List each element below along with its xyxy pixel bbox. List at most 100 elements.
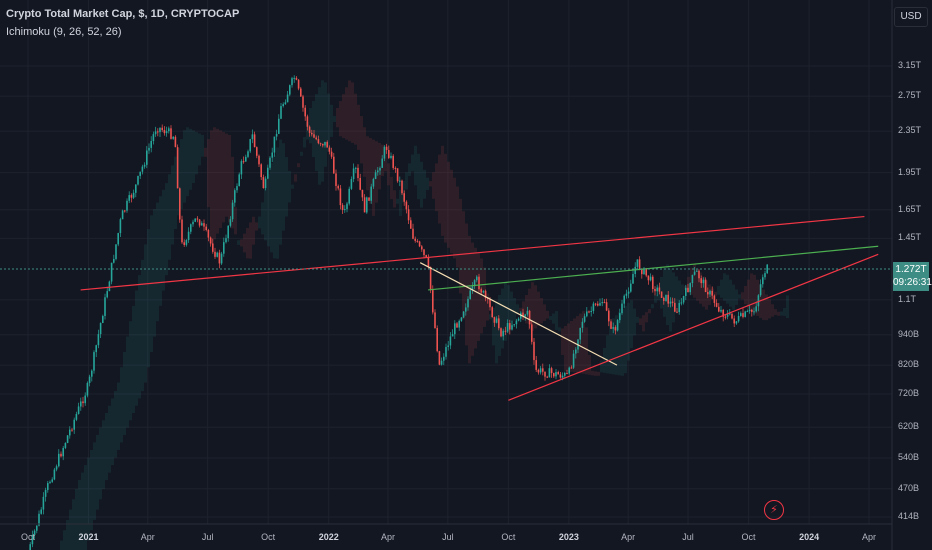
cloud-segment bbox=[66, 519, 69, 550]
candle bbox=[748, 309, 751, 312]
candle bbox=[86, 382, 89, 396]
candle bbox=[143, 164, 146, 167]
candle bbox=[357, 167, 359, 179]
candle bbox=[515, 320, 518, 325]
candle bbox=[161, 127, 163, 131]
cloud-segment bbox=[294, 174, 297, 182]
candle bbox=[443, 356, 445, 361]
candle bbox=[718, 306, 720, 312]
cloud-segment bbox=[75, 488, 78, 550]
candle bbox=[759, 284, 762, 296]
cloud-segment bbox=[627, 302, 630, 361]
candle bbox=[498, 318, 500, 329]
candle bbox=[198, 219, 201, 226]
candle bbox=[80, 401, 82, 407]
cloud-segment bbox=[675, 276, 678, 314]
candle bbox=[594, 303, 597, 305]
cloud-segment bbox=[258, 216, 261, 229]
cloud-segment bbox=[513, 297, 516, 321]
cloud-segment bbox=[705, 280, 708, 310]
candle bbox=[550, 368, 553, 374]
candle bbox=[271, 152, 273, 158]
candle bbox=[581, 321, 584, 328]
candle bbox=[187, 231, 190, 240]
cloud-segment bbox=[120, 367, 123, 443]
cloud-segment bbox=[612, 318, 615, 375]
candle bbox=[150, 141, 152, 148]
candle bbox=[456, 323, 458, 328]
cloud-segment bbox=[153, 208, 156, 337]
cloud-segment bbox=[465, 223, 468, 346]
cloud-segment bbox=[195, 131, 198, 175]
y-tick-label: 940B bbox=[898, 328, 920, 339]
candle bbox=[29, 544, 31, 550]
cloud-segment bbox=[171, 165, 174, 245]
candle bbox=[616, 320, 619, 331]
cloud-segment bbox=[489, 314, 492, 320]
candle bbox=[163, 130, 166, 134]
candle bbox=[82, 401, 84, 404]
trendlines bbox=[80, 215, 879, 401]
cloud-segment bbox=[786, 295, 789, 318]
candle bbox=[128, 195, 130, 201]
cloud-segment bbox=[453, 177, 456, 259]
candle bbox=[570, 367, 573, 369]
candle bbox=[729, 313, 731, 315]
cloud-segment bbox=[87, 457, 90, 541]
candle bbox=[427, 257, 430, 267]
cloud-segment bbox=[648, 308, 651, 314]
cloud-segment bbox=[687, 276, 690, 292]
candle bbox=[390, 155, 392, 158]
cloud-segment bbox=[666, 264, 669, 326]
cloud-segment bbox=[327, 93, 330, 152]
indicator-label[interactable]: Ichimoku (9, 26, 52, 26) bbox=[6, 26, 122, 38]
candle bbox=[394, 167, 397, 169]
candle bbox=[203, 223, 205, 227]
cloud-segment bbox=[351, 82, 354, 143]
cloud-segment bbox=[735, 289, 738, 305]
candle bbox=[746, 311, 749, 313]
grid bbox=[0, 0, 892, 524]
candle bbox=[621, 303, 623, 314]
cloud-segment bbox=[663, 267, 666, 317]
candle bbox=[165, 131, 168, 134]
last-price-value: 1.272T bbox=[895, 264, 927, 275]
candle bbox=[152, 134, 155, 142]
candle bbox=[280, 106, 282, 119]
x-tick-label: Apr bbox=[861, 532, 877, 542]
candle bbox=[405, 201, 408, 210]
candle bbox=[678, 303, 680, 313]
currency-button[interactable]: USD bbox=[894, 7, 928, 27]
candle bbox=[641, 269, 643, 275]
candle bbox=[482, 290, 485, 293]
cloud-segment bbox=[441, 145, 444, 236]
candle bbox=[282, 104, 284, 107]
candle bbox=[737, 315, 740, 322]
candle bbox=[132, 192, 135, 198]
candle bbox=[685, 287, 687, 296]
candle bbox=[407, 209, 410, 221]
candle bbox=[73, 419, 75, 430]
cloud-segment bbox=[108, 405, 111, 473]
cloud-segment bbox=[255, 222, 258, 231]
candle bbox=[170, 128, 172, 139]
candle bbox=[553, 373, 555, 377]
candle bbox=[643, 268, 645, 275]
cloud-segment bbox=[456, 186, 459, 268]
cloud-segment bbox=[633, 308, 636, 336]
candle bbox=[117, 233, 119, 245]
y-tick-label: 820B bbox=[898, 359, 920, 370]
lightning-icon[interactable]: ⚡ bbox=[764, 500, 784, 520]
cloud-segment bbox=[756, 279, 759, 316]
cloud-segment bbox=[129, 321, 132, 421]
candle bbox=[71, 429, 73, 431]
cloud-segment bbox=[177, 147, 180, 216]
candle bbox=[471, 286, 474, 291]
candle bbox=[49, 481, 51, 484]
cloud-segment bbox=[732, 284, 735, 310]
candle bbox=[172, 136, 174, 139]
cloud-segment bbox=[783, 308, 786, 316]
cloud-segment bbox=[672, 272, 675, 323]
candle bbox=[157, 131, 159, 133]
